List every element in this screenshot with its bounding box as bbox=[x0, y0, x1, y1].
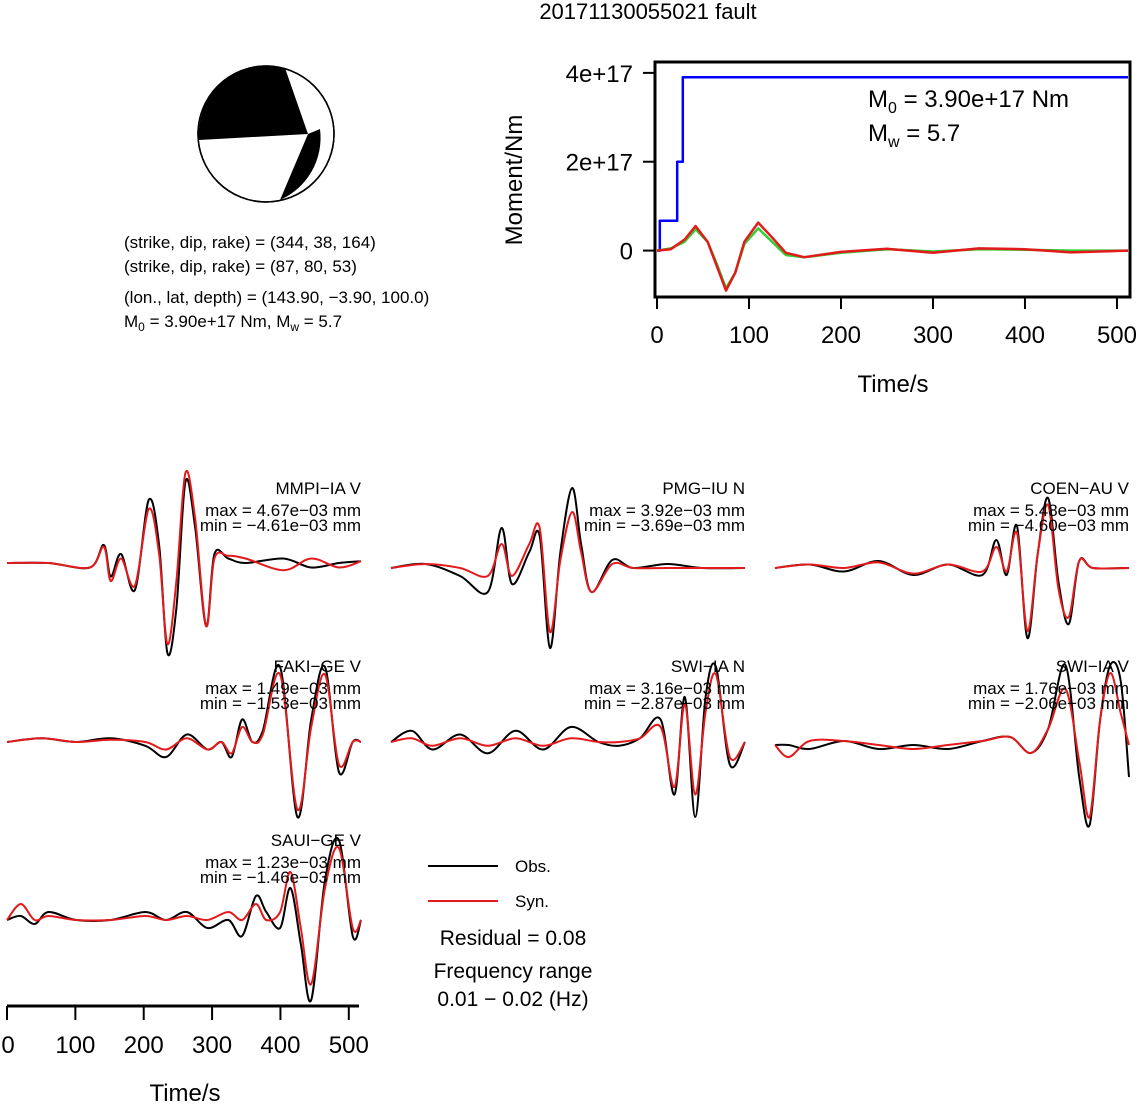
legend-syn-label: Syn. bbox=[515, 892, 549, 911]
synthetic-trace bbox=[6, 671, 362, 812]
source-time-red-line bbox=[656, 221, 1129, 292]
waveform-x-label: Time/s bbox=[149, 1080, 220, 1104]
station-min: min = −2.87e−03 mm bbox=[584, 694, 745, 713]
hypocenter-location: (lon., lat, depth) = (143.90, −3.90, 100… bbox=[124, 288, 429, 307]
station-name: SWI−IA N bbox=[671, 657, 745, 676]
residual-value: Residual = 0.08 bbox=[440, 927, 587, 950]
station-name: PMG−IU N bbox=[662, 479, 745, 498]
nodal-plane-1: (strike, dip, rake) = (344, 38, 164) bbox=[124, 233, 376, 252]
station-name: SWI−IA V bbox=[1056, 657, 1130, 676]
observed-trace bbox=[390, 662, 746, 819]
station-name: SAUI−GE V bbox=[271, 831, 362, 850]
frequency-range-title: Frequency range bbox=[434, 960, 593, 983]
waveform-x-axis: Time/s 0 100 200 300 400 500 bbox=[1, 1004, 369, 1104]
station-min: min = −3.69e−03 mm bbox=[584, 516, 745, 535]
beachball-compressional-lower bbox=[280, 129, 321, 200]
moment-x-tick-label: 500 bbox=[1097, 322, 1137, 349]
moment-annot-m0: M0 = 3.90e+17 Nm bbox=[868, 86, 1069, 117]
moment-x-tick-label: 100 bbox=[729, 322, 769, 349]
synthetic-trace bbox=[390, 510, 745, 634]
station-max: max = 4.67e−03 mm bbox=[205, 501, 361, 520]
moment-series-group bbox=[656, 76, 1129, 292]
moment-y-tick-label: 4e+17 bbox=[566, 61, 633, 88]
waveform-x-tick-label: 300 bbox=[192, 1032, 232, 1059]
station-max: max = 3.16e−03 mm bbox=[589, 679, 745, 698]
station-min: min = −1.53e−03 mm bbox=[200, 694, 361, 713]
station-name: FAKI−GE V bbox=[274, 657, 362, 676]
moment-x-tick-label: 200 bbox=[821, 322, 861, 349]
synthetic-trace bbox=[774, 503, 1130, 633]
station-min: min = −4.60e−03 mm bbox=[968, 516, 1129, 535]
waveform-x-tick-label: 0 bbox=[1, 1032, 14, 1059]
moment-annot-mw: Mw = 5.7 bbox=[868, 120, 960, 151]
station-min: min = −4.61e−03 mm bbox=[200, 516, 361, 535]
moment-x-tick-label: 400 bbox=[1005, 322, 1045, 349]
moment-x-label: Time/s bbox=[857, 371, 928, 398]
observed-trace bbox=[774, 496, 1130, 640]
synthetic-trace bbox=[774, 671, 1130, 819]
station-name: MMPI−IA V bbox=[276, 479, 362, 498]
waveform-x-tick-label: 200 bbox=[124, 1032, 164, 1059]
station-max: max = 1.23e−03 mm bbox=[205, 853, 361, 872]
nodal-plane-2: (strike, dip, rake) = (87, 80, 53) bbox=[124, 257, 357, 276]
station-max: max = 1.76e−03 mm bbox=[973, 679, 1129, 698]
moment-y-tick-label: 0 bbox=[620, 239, 633, 266]
moment-chart-frame bbox=[653, 60, 1132, 299]
moment-summary: M0 = 3.90e+17 Nm, Mw = 5.7 bbox=[124, 312, 342, 334]
station-min: min = −1.46e−03 mm bbox=[200, 868, 361, 887]
frequency-range-value: 0.01 − 0.02 (Hz) bbox=[437, 988, 588, 1011]
waveform-x-tick-label: 500 bbox=[329, 1032, 369, 1059]
synthetic-trace bbox=[390, 672, 746, 796]
moment-x-axis: 0 100 200 300 400 500 bbox=[650, 297, 1137, 349]
moment-rate-chart: 4e+17 2e+17 0 0 100 200 300 400 500 Moment/Nm T… bbox=[501, 60, 1137, 398]
synthetic-trace bbox=[6, 469, 362, 646]
cumulative-moment-line bbox=[657, 76, 1128, 252]
station-max: max = 5.48e−03 mm bbox=[973, 501, 1129, 520]
moment-y-axis: 4e+17 2e+17 0 bbox=[566, 61, 655, 266]
figure-title: 20171130055021 fault bbox=[539, 0, 756, 24]
station-max: max = 1.49e−03 mm bbox=[205, 679, 361, 698]
synthetic-trace bbox=[6, 845, 362, 986]
station-min: min = −2.06e−03 mm bbox=[968, 694, 1129, 713]
beachball-compressional-upper bbox=[198, 65, 308, 140]
moment-x-tick-label: 300 bbox=[913, 322, 953, 349]
beachball-border bbox=[197, 65, 335, 203]
waveform-x-tick-label: 100 bbox=[55, 1032, 95, 1059]
moment-y-tick-label: 2e+17 bbox=[566, 150, 633, 177]
station-max: max = 3.92e−03 mm bbox=[589, 501, 745, 520]
source-time-green-line bbox=[656, 227, 1128, 290]
legend-obs-label: Obs. bbox=[515, 857, 551, 876]
station-name: COEN−AU V bbox=[1030, 479, 1129, 498]
beachball bbox=[197, 65, 335, 203]
moment-x-tick-label: 0 bbox=[650, 322, 663, 349]
moment-y-label: Moment/Nm bbox=[501, 115, 528, 246]
legend: Obs. Syn. Residual = 0.08 Frequency rang… bbox=[428, 857, 592, 1011]
waveform-x-tick-label: 400 bbox=[260, 1032, 300, 1059]
